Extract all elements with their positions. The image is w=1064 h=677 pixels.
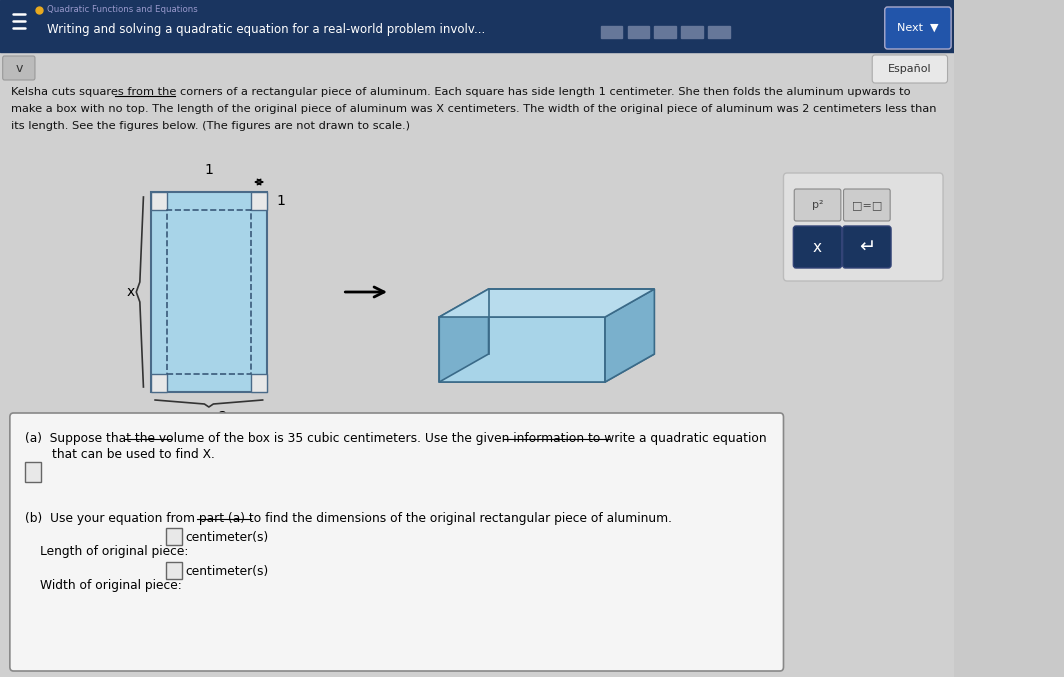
Polygon shape — [605, 289, 654, 382]
Bar — [600, 26, 622, 38]
Text: 1: 1 — [204, 163, 213, 177]
Text: Kelsha cuts squares from the corners of a rectangular piece of aluminum. Each sq: Kelsha cuts squares from the corners of … — [11, 87, 911, 97]
FancyBboxPatch shape — [872, 55, 948, 83]
FancyBboxPatch shape — [843, 226, 891, 268]
Text: centimeter(s): centimeter(s) — [185, 565, 269, 577]
Text: make a box with no top. The length of the original piece of aluminum was X centi: make a box with no top. The length of th… — [11, 104, 936, 114]
Text: x − 2: x − 2 — [190, 410, 228, 424]
Text: x: x — [127, 285, 134, 299]
Text: Quadratic Functions and Equations: Quadratic Functions and Equations — [47, 5, 197, 14]
Bar — [151, 192, 167, 210]
Bar — [151, 192, 267, 392]
Text: (b)  Use your equation from part (a) to find the dimensions of the original rect: (b) Use your equation from part (a) to f… — [26, 512, 672, 525]
Text: centimeter(s): centimeter(s) — [185, 531, 269, 544]
FancyBboxPatch shape — [794, 226, 842, 268]
Text: □=□: □=□ — [851, 200, 882, 210]
Text: Writing and solving a quadratic equation for a real-world problem involv...: Writing and solving a quadratic equation… — [47, 24, 485, 37]
Text: v: v — [15, 62, 22, 74]
FancyBboxPatch shape — [844, 189, 891, 221]
Text: p²: p² — [812, 200, 824, 210]
Bar — [681, 26, 703, 38]
Bar — [251, 374, 267, 392]
Text: that can be used to find X.: that can be used to find X. — [52, 448, 215, 461]
Text: its length. See the figures below. (The figures are not drawn to scale.): its length. See the figures below. (The … — [11, 121, 410, 131]
FancyBboxPatch shape — [783, 173, 943, 281]
Bar — [167, 210, 251, 374]
FancyBboxPatch shape — [885, 7, 951, 49]
Text: ↵: ↵ — [859, 238, 875, 257]
Bar — [151, 374, 167, 392]
Polygon shape — [439, 289, 488, 382]
Bar — [251, 192, 267, 210]
Bar — [166, 562, 182, 579]
Text: Length of original piece:: Length of original piece: — [40, 545, 188, 558]
Text: (a)  Suppose that the volume of the box is 35 cubic centimeters. Use the given i: (a) Suppose that the volume of the box i… — [26, 432, 767, 445]
Bar — [709, 26, 730, 38]
Text: 1: 1 — [276, 194, 285, 208]
Text: x: x — [813, 240, 822, 255]
Bar — [0, 0, 953, 52]
Text: Next  ▼: Next ▼ — [897, 23, 938, 33]
Text: Width of original piece:: Width of original piece: — [40, 579, 182, 592]
FancyBboxPatch shape — [10, 413, 783, 671]
Polygon shape — [439, 289, 654, 317]
FancyBboxPatch shape — [794, 189, 841, 221]
Bar — [166, 528, 182, 545]
FancyBboxPatch shape — [3, 56, 35, 80]
Polygon shape — [439, 317, 605, 382]
Bar — [628, 26, 649, 38]
Bar — [26, 462, 41, 482]
Polygon shape — [439, 354, 654, 382]
Text: Español: Español — [888, 64, 932, 74]
Bar — [654, 26, 676, 38]
